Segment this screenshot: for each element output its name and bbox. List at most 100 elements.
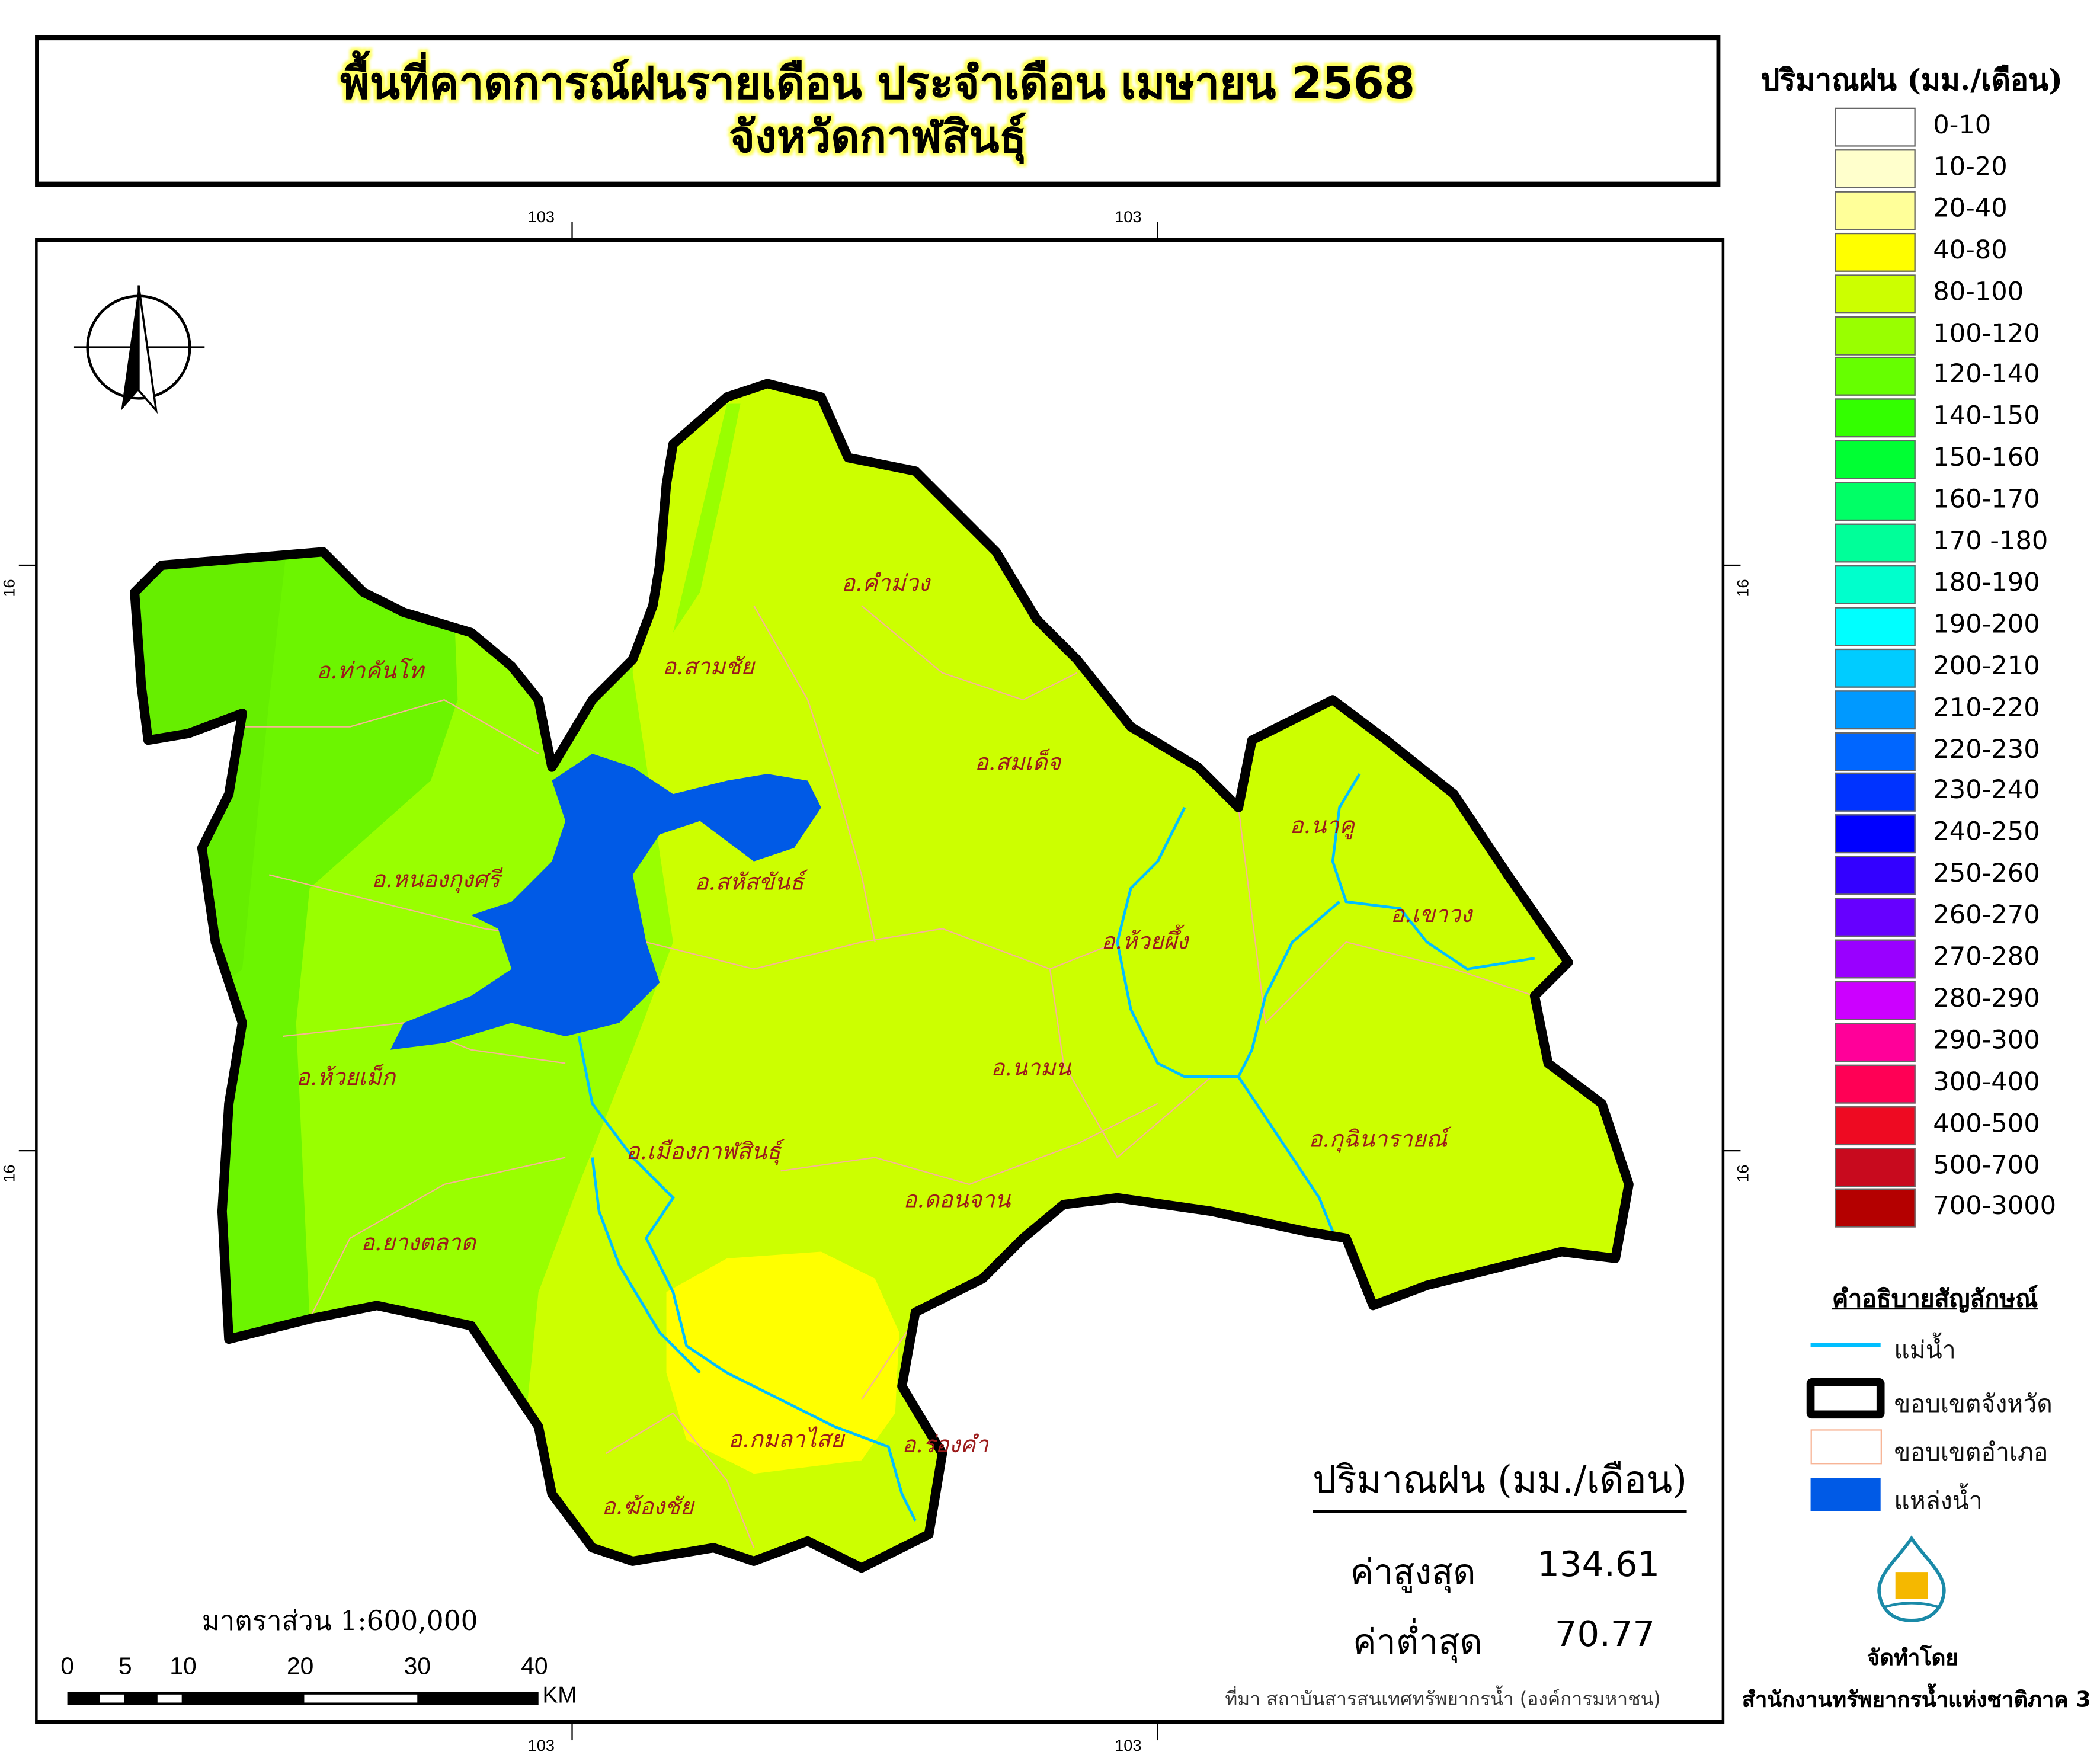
stats-title: ปริมาณฝน (มม./เดือน)	[1312, 1451, 1688, 1513]
district-label: อ.ร่องคำ	[902, 1431, 988, 1459]
scale-tick: 30	[404, 1652, 431, 1680]
min-label: ค่าต่ำสุด	[1353, 1623, 1483, 1664]
legend-label: 500-700	[1933, 1149, 2040, 1180]
legend-label: 290-300	[1933, 1025, 2040, 1055]
max-label: ค่าสูงสุด	[1350, 1553, 1476, 1594]
rain-zone-40-80	[666, 1251, 899, 1474]
reservoir	[390, 754, 821, 1050]
legend-label: 200-210	[1933, 651, 2040, 681]
legend-label: 260-270	[1933, 900, 2040, 930]
graticule-ticks	[18, 222, 1741, 1741]
district-label: อ.ห้วยผึ้ง	[1101, 928, 1189, 956]
district-label: อ.นามน	[991, 1055, 1071, 1083]
river-symbol	[1810, 1343, 1881, 1347]
legend-label: 170 -180	[1933, 526, 2048, 556]
scale-ticks: 0 5 10 20 30 40	[60, 1652, 552, 1680]
rivers	[577, 773, 1535, 1522]
legend-swatch	[1835, 939, 1916, 979]
legend-swatch	[1835, 315, 1916, 355]
legend-swatch	[1835, 565, 1916, 604]
water-body-symbol	[1810, 1478, 1881, 1511]
legend-label: 220-230	[1933, 734, 2040, 764]
scale-tick: 0	[60, 1652, 74, 1680]
legend-swatch	[1835, 1189, 1916, 1228]
scale-tick: 20	[286, 1652, 314, 1680]
top-longitude-label: 103	[1115, 207, 1142, 226]
legend-label: 140-150	[1933, 401, 2040, 431]
rainfall-legend-title: ปริมาณฝน (มม./เดือน)	[1760, 63, 2063, 98]
north-arrow-icon	[73, 285, 205, 414]
district-boundary-symbol	[1810, 1429, 1882, 1465]
map-frame	[35, 238, 1725, 1724]
legend-swatch	[1835, 1106, 1916, 1145]
district-label: อ.สหัสขันธ์	[694, 869, 804, 896]
min-value: 70.77	[1554, 1615, 1656, 1655]
legend-label: 230-240	[1933, 776, 2040, 806]
legend-swatch	[1835, 648, 1916, 688]
symbol-legend-title: คำอธิบายสัญลักษณ์	[1832, 1285, 2038, 1314]
district-label: อ.หนองกุงศรี	[372, 866, 500, 894]
legend-label: 280-290	[1933, 984, 2040, 1014]
legend-swatch	[1835, 107, 1916, 147]
max-value: 134.61	[1537, 1545, 1660, 1586]
prepared-by-label: จัดทำโดย	[1867, 1644, 1958, 1670]
scale-unit: KM	[542, 1682, 577, 1708]
district-label: อ.กมลาไสย	[728, 1426, 844, 1454]
legend-label: 190-200	[1933, 609, 2040, 639]
legend-label: 180-190	[1933, 568, 2040, 598]
river-label: แม่น้ำ	[1894, 1336, 1956, 1365]
legend-swatch	[1835, 482, 1916, 521]
legend-swatch	[1835, 399, 1916, 438]
title-box: พื้นที่คาดการณ์ฝนรายเดือน ประจำเดือน เมษ…	[35, 35, 1721, 187]
district-label: อ.ฆ้องชัย	[601, 1494, 694, 1521]
district-label: อ.ท่าคันโท	[316, 658, 424, 686]
rain-zone-100-120	[673, 403, 741, 633]
legend-label: 210-220	[1933, 692, 2040, 722]
district-label: อ.สมเด็จ	[974, 750, 1061, 777]
legend-label: 20-40	[1933, 193, 2008, 223]
organization-name: สำนักงานทรัพยากรน้ำแห่งชาติภาค 3	[1742, 1686, 2091, 1712]
legend-swatch	[1835, 773, 1916, 812]
scale-text: มาตราส่วน 1:600,000	[201, 1604, 478, 1637]
legend-label: 120-140	[1933, 360, 2040, 390]
legend-swatch	[1835, 731, 1916, 771]
legend-swatch	[1835, 1064, 1916, 1103]
legend-swatch	[1835, 1022, 1916, 1062]
legend-swatch	[1835, 690, 1916, 729]
legend-label: 240-250	[1933, 817, 2040, 847]
legend-label: 700-3000	[1933, 1192, 2057, 1222]
legend-swatch	[1835, 856, 1916, 895]
legend-swatch	[1835, 523, 1916, 563]
legend-swatch	[1835, 191, 1916, 230]
district-label: อ.เมืองกาฬสินธุ์	[626, 1138, 781, 1166]
legend-swatch	[1835, 1147, 1916, 1187]
legend-label: 100-120	[1933, 318, 2040, 348]
organization-logo	[1877, 1535, 1946, 1622]
legend-swatch	[1835, 981, 1916, 1020]
legend-swatch	[1835, 149, 1916, 188]
district-label: อ.ยางตลาด	[360, 1230, 476, 1257]
district-label: อ.ดอนจาน	[903, 1187, 1011, 1214]
legend-label: 150-160	[1933, 443, 2040, 473]
legend-label: 0-10	[1933, 110, 1992, 140]
legend-swatch	[1835, 440, 1916, 480]
legend-swatch	[1835, 357, 1916, 396]
map-subtitle: จังหวัดกาฬสินธุ์	[729, 110, 1027, 163]
district-label: อ.ห้วยเม็ก	[296, 1064, 396, 1092]
legend-label: 250-260	[1933, 859, 2040, 889]
top-longitude-label: 103	[527, 207, 555, 226]
district-label: อ.คำม่วง	[841, 571, 930, 598]
legend-label: 160-170	[1933, 484, 2040, 514]
legend-label: 80-100	[1933, 277, 2024, 306]
district-label: อ.เขาวง	[1390, 901, 1472, 929]
legend-label: 40-80	[1933, 235, 2008, 265]
scale-tick: 40	[521, 1652, 548, 1680]
legend-swatch	[1835, 898, 1916, 937]
scale-tick: 5	[118, 1652, 132, 1680]
legend-label: 300-400	[1933, 1067, 2040, 1097]
legend-label: 270-280	[1933, 942, 2040, 972]
province-boundary-label: ขอบเขตจังหวัด	[1894, 1390, 2053, 1419]
district-label: อ.กุฉินารายณ์	[1308, 1126, 1448, 1154]
district-boundary-label: ขอบเขตอำเภอ	[1894, 1439, 2048, 1467]
